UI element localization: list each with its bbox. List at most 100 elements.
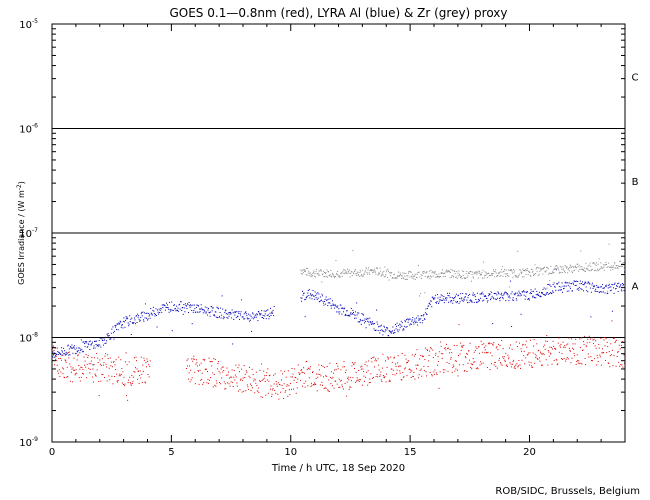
data-point bbox=[414, 278, 416, 280]
data-point bbox=[263, 377, 265, 379]
data-point bbox=[379, 330, 381, 332]
data-point bbox=[593, 270, 595, 272]
data-point bbox=[131, 322, 133, 324]
data-point bbox=[417, 264, 419, 266]
data-point bbox=[103, 337, 105, 339]
data-point bbox=[256, 313, 258, 315]
data-point bbox=[198, 311, 200, 313]
data-point bbox=[60, 353, 62, 355]
data-point bbox=[621, 282, 623, 284]
data-point bbox=[431, 296, 433, 298]
data-point bbox=[268, 318, 270, 320]
data-point bbox=[167, 307, 169, 309]
data-point bbox=[518, 292, 520, 294]
data-point bbox=[477, 277, 479, 279]
data-point bbox=[325, 387, 327, 389]
data-point bbox=[336, 362, 338, 364]
data-point bbox=[593, 285, 595, 287]
data-point bbox=[589, 338, 591, 340]
data-point bbox=[536, 343, 538, 345]
data-point bbox=[517, 365, 519, 367]
data-point bbox=[389, 272, 391, 274]
data-point bbox=[52, 351, 54, 353]
data-point bbox=[483, 295, 485, 297]
data-point bbox=[384, 331, 386, 333]
data-point bbox=[398, 329, 400, 331]
data-point bbox=[123, 376, 125, 378]
data-point bbox=[308, 289, 310, 291]
data-point bbox=[132, 376, 134, 378]
data-point bbox=[331, 385, 333, 387]
data-point bbox=[75, 352, 77, 354]
data-point bbox=[517, 294, 519, 296]
data-point bbox=[287, 370, 289, 372]
data-point bbox=[56, 354, 58, 356]
data-point bbox=[313, 295, 315, 297]
data-point bbox=[385, 274, 387, 276]
data-point bbox=[243, 390, 245, 392]
data-point bbox=[351, 275, 353, 277]
data-point bbox=[208, 311, 210, 313]
data-point bbox=[426, 271, 428, 273]
data-point bbox=[547, 284, 549, 286]
data-point bbox=[603, 339, 605, 341]
data-point bbox=[567, 358, 569, 360]
data-point bbox=[328, 302, 330, 304]
data-point bbox=[115, 326, 117, 328]
data-point bbox=[200, 379, 202, 381]
data-point bbox=[58, 352, 60, 354]
data-point bbox=[217, 307, 219, 309]
data-point bbox=[556, 265, 558, 267]
data-point bbox=[486, 352, 488, 354]
data-point bbox=[503, 293, 505, 295]
data-point bbox=[361, 274, 363, 276]
data-point bbox=[102, 374, 104, 376]
data-point bbox=[550, 293, 552, 295]
data-point bbox=[77, 355, 79, 357]
data-point bbox=[594, 285, 596, 287]
data-point bbox=[428, 354, 430, 356]
data-point bbox=[225, 309, 227, 311]
data-point bbox=[212, 307, 214, 309]
data-point bbox=[589, 270, 591, 272]
data-point bbox=[565, 266, 567, 268]
data-point bbox=[99, 337, 101, 339]
data-point bbox=[546, 292, 548, 294]
data-point bbox=[377, 376, 379, 378]
data-point bbox=[259, 313, 261, 315]
data-point bbox=[222, 366, 224, 368]
data-point bbox=[572, 282, 574, 284]
data-point bbox=[513, 359, 515, 361]
data-point bbox=[221, 295, 223, 297]
data-point bbox=[469, 270, 471, 272]
data-point bbox=[584, 270, 586, 272]
data-point bbox=[411, 319, 413, 321]
data-point bbox=[80, 348, 82, 350]
data-point bbox=[350, 386, 352, 388]
data-point bbox=[510, 269, 512, 271]
data-point bbox=[396, 276, 398, 278]
data-point bbox=[199, 369, 201, 371]
data-point bbox=[543, 354, 545, 356]
data-point bbox=[538, 357, 540, 359]
data-point bbox=[487, 342, 489, 344]
data-point bbox=[576, 354, 578, 356]
data-point bbox=[94, 347, 96, 349]
data-point bbox=[529, 292, 531, 294]
data-point bbox=[511, 272, 513, 274]
data-point bbox=[275, 392, 277, 394]
data-point bbox=[259, 369, 261, 371]
data-point bbox=[132, 322, 134, 324]
data-point bbox=[315, 294, 317, 296]
data-point bbox=[591, 268, 593, 270]
data-point bbox=[390, 272, 392, 274]
data-point bbox=[432, 349, 434, 351]
data-point bbox=[484, 271, 486, 273]
data-point bbox=[545, 359, 547, 361]
data-point bbox=[524, 298, 526, 300]
data-point bbox=[450, 300, 452, 302]
data-point bbox=[183, 304, 185, 306]
data-point bbox=[152, 306, 154, 308]
data-point bbox=[71, 344, 73, 346]
data-point bbox=[517, 366, 519, 368]
